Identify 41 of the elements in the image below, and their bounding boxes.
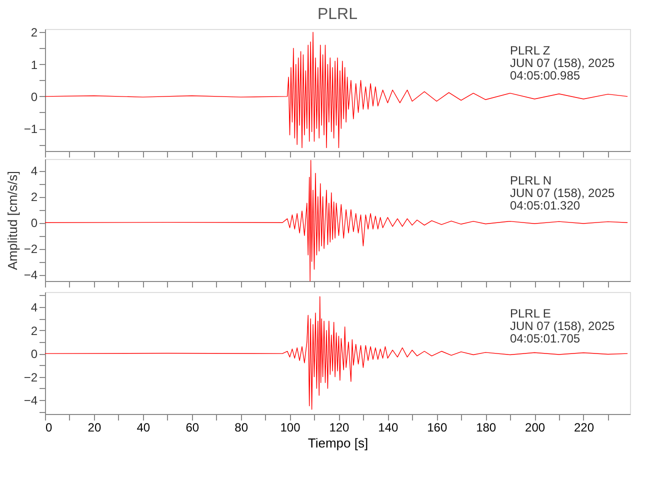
x-tick-label: 200 (525, 420, 546, 434)
line-series (44, 296, 628, 410)
y-tick-label: 4 (30, 300, 38, 315)
x-tick-label: 20 (88, 420, 102, 434)
y-tick-label: 2 (30, 324, 38, 338)
line-series (44, 160, 628, 282)
y-tick-label: 0 (30, 90, 38, 104)
y-tick-label: 2 (30, 190, 38, 204)
annotation: JUN 07 (158), 2025 (510, 56, 616, 70)
x-tick-label: 180 (476, 420, 496, 434)
y-tick-label: 4 (30, 164, 38, 178)
y-tick-label: −2 (24, 242, 38, 256)
y-tick-label: −4 (24, 394, 38, 408)
annotation: 04:05:01.320 (510, 198, 580, 213)
x-tick-label: 220 (574, 420, 594, 434)
chart-title: PLRL (317, 6, 358, 24)
y-axis-title: Amplitud [cm/s/s] (4, 171, 20, 270)
x-axis-title: Tiempo [s] (308, 436, 368, 450)
annotation: 04:05:00.985 (510, 68, 580, 83)
x-tick-label: 40 (136, 420, 150, 434)
y-tick-label: −2 (24, 370, 38, 384)
annotation: PLRL E (510, 306, 551, 320)
y-tick-label: −1 (24, 122, 38, 136)
annotation: 04:05:01.705 (510, 332, 580, 346)
y-tick-label: −4 (24, 268, 38, 282)
line-series (44, 32, 628, 148)
annotation: JUN 07 (158), 2025 (510, 186, 616, 200)
x-tick-label: 160 (427, 420, 448, 434)
x-tick-label: 80 (234, 420, 248, 434)
y-tick-label: 1 (30, 58, 38, 72)
y-tick-label: 0 (30, 216, 38, 230)
y-tick-label: 0 (30, 347, 38, 362)
annotation: JUN 07 (158), 2025 (510, 319, 616, 333)
x-tick-label: 0 (46, 420, 52, 434)
y-tick-label: 2 (30, 26, 38, 40)
x-tick-label: 140 (378, 420, 399, 434)
x-tick-label: 120 (329, 420, 350, 434)
x-tick-label: 60 (186, 420, 200, 434)
annotation: PLRL Z (510, 43, 550, 58)
annotation: PLRL N (510, 173, 552, 188)
x-tick-label: 100 (280, 420, 301, 434)
